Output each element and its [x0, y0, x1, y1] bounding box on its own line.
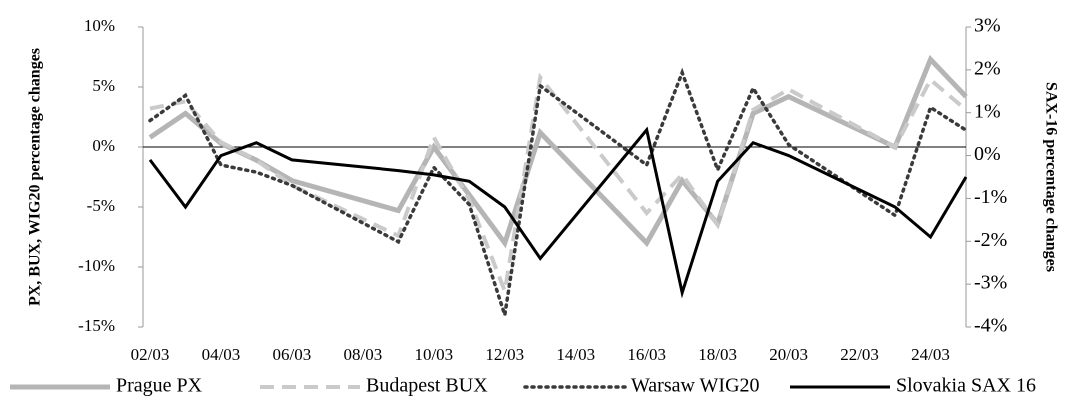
x-tick-label: 12/03: [485, 345, 524, 364]
x-tick-label: 24/03: [911, 345, 950, 364]
y2-tick-label: -3%: [974, 272, 1007, 294]
x-tick-label: 16/03: [627, 345, 666, 364]
x-tick-label: 02/03: [131, 345, 170, 364]
y-axis-title: PX, BUX, WIG20 percentage changes: [27, 48, 44, 306]
legend-label: Warsaw WIG20: [631, 375, 760, 397]
y2-tick-label: 3%: [974, 15, 1001, 37]
legend-label: Budapest BUX: [366, 375, 488, 397]
y2-tick-label: -4%: [974, 315, 1007, 337]
y2-tick-label: 2%: [974, 57, 1001, 79]
y2-tick-label: 0%: [974, 143, 1001, 165]
y-tick-label: -5%: [87, 196, 115, 215]
series-line: [148, 67, 968, 316]
x-tick-label: 22/03: [840, 345, 879, 364]
y-tick-label: 0%: [92, 136, 115, 155]
y-tick-label: -15%: [78, 316, 115, 335]
y-tick-label: -10%: [78, 256, 115, 275]
y2-axis-title: SAX-16 percentage changes: [1042, 82, 1059, 272]
series-line: [149, 72, 968, 299]
x-tick-label: 04/03: [202, 345, 241, 364]
x-tick-label: 06/03: [273, 345, 312, 364]
y2-tick-label: 1%: [974, 100, 1001, 122]
x-tick-label: 14/03: [556, 345, 595, 364]
y2-tick-label: -1%: [974, 186, 1007, 208]
x-tick-label: 08/03: [344, 345, 383, 364]
legend-label: Slovakia SAX 16: [896, 375, 1036, 397]
x-tick-label: 20/03: [769, 345, 808, 364]
y2-tick-label: -2%: [974, 229, 1007, 251]
x-tick-label: 18/03: [698, 345, 737, 364]
series-line: [148, 126, 968, 299]
x-tick-label: 10/03: [414, 345, 453, 364]
y-tick-label: 5%: [92, 76, 115, 95]
legend-label: Prague PX: [116, 375, 203, 397]
y-tick-label: 10%: [84, 16, 115, 35]
